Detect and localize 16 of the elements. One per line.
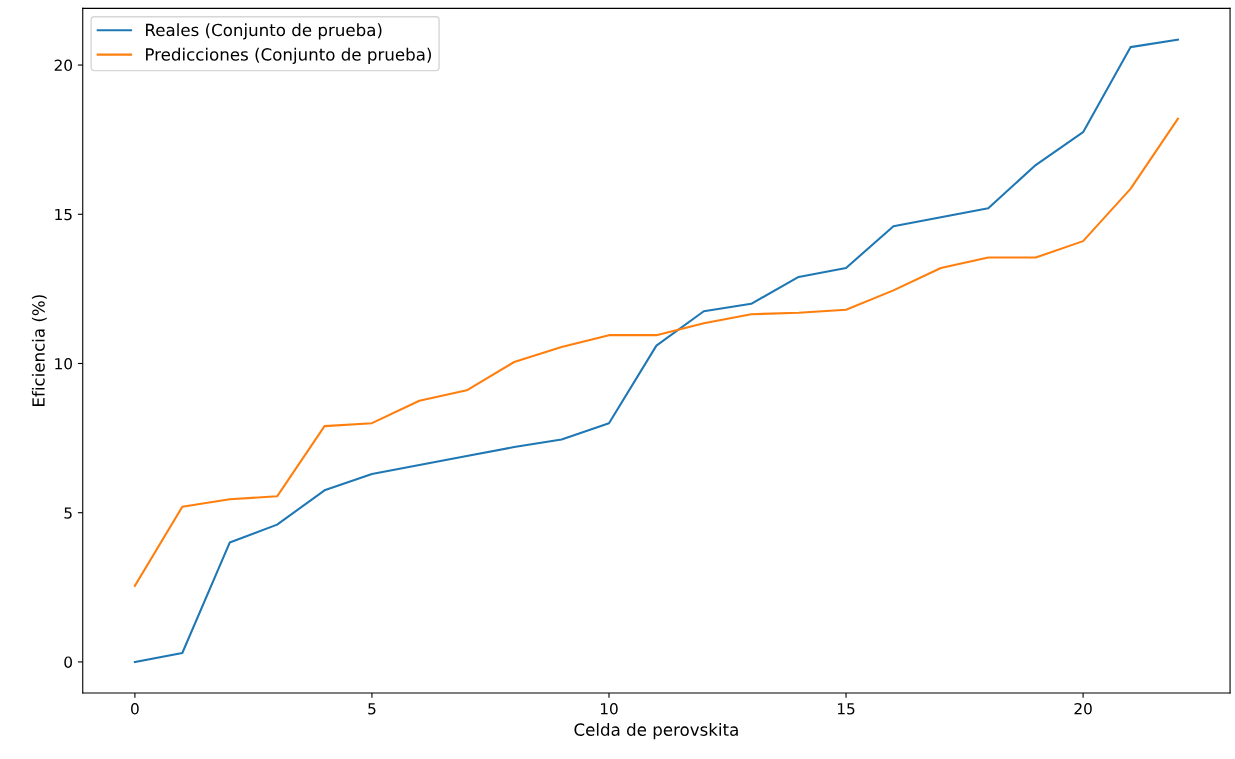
legend-label: Predicciones (Conjunto de prueba) [146,47,431,64]
line-series [133,38,1179,663]
y-tick-label: 5 [64,507,72,519]
y-tick-label: 20 [54,59,73,72]
y-tick-label: 15 [55,208,72,221]
x-tick-label: 0 [131,702,139,715]
x-tick-label: 20 [1074,702,1092,715]
legend-label: Reales (Conjunto de prueba) [146,23,382,40]
y-axis-title: Eficiencia (%) [31,295,47,406]
x-tick-label: 5 [368,703,376,715]
line-series [133,117,1179,587]
x-axis-title: Celda de perovskita [574,723,738,740]
x-tick-label: 15 [838,703,855,715]
x-tick-label: 10 [600,702,618,715]
y-tick-label: 10 [55,357,73,370]
y-tick-label: 0 [64,656,73,668]
